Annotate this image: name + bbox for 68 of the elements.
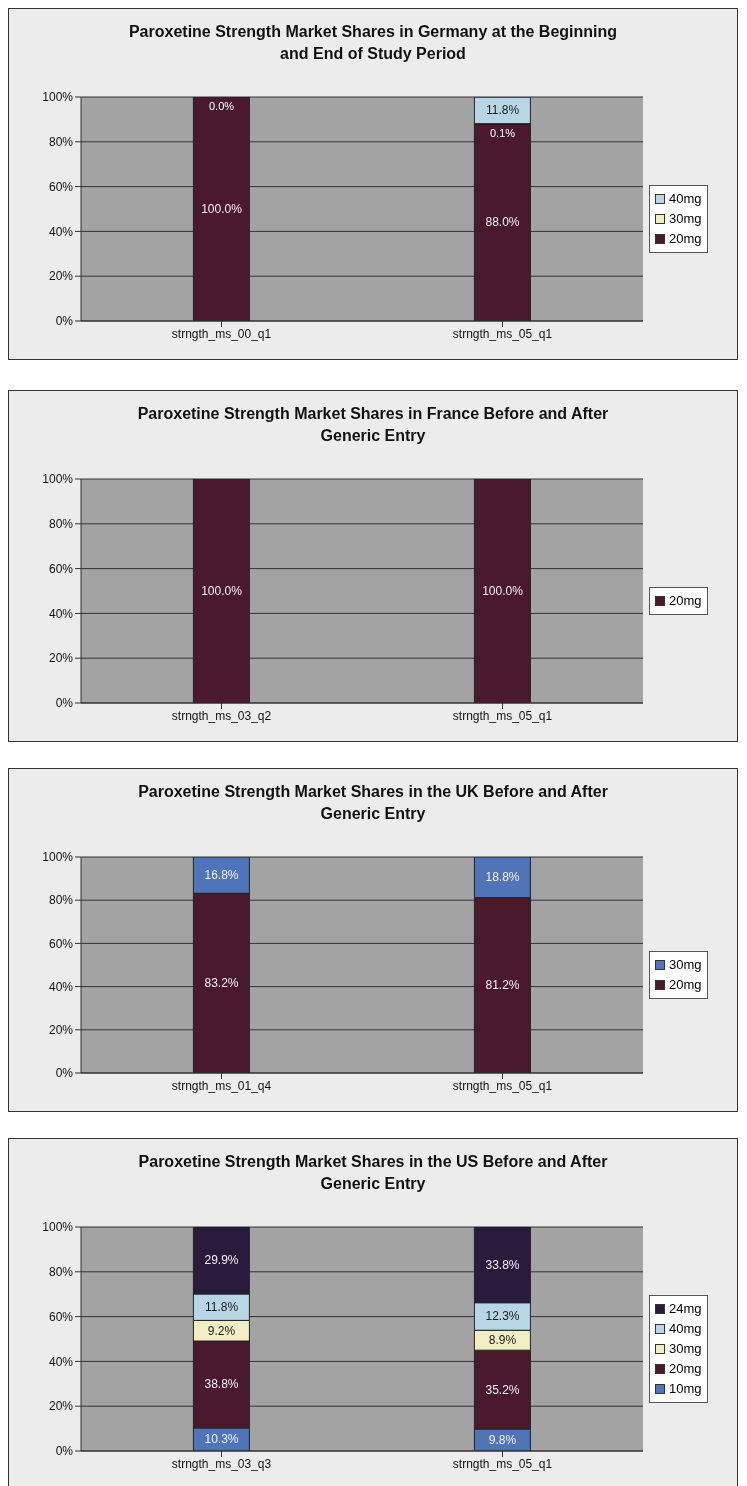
x-tick-label: strngth_ms_05_q1 [452,708,553,723]
x-tick-label: strngth_ms_05_q1 [452,326,553,341]
y-tick-label: 40% [48,1354,74,1369]
x-tick-label: strngth_ms_00_q1 [171,326,272,341]
chart-title: Paroxetine Strength Market Shares in the US Before and After Generic Entry [137,1152,609,1194]
y-tick-label: 100% [42,90,74,105]
data-label: 83.2% [204,976,239,991]
data-label: 11.8% [485,103,520,118]
y-tick-label: 0% [55,1066,74,1081]
data-label: 33.8% [485,1257,520,1272]
data-label: 18.8% [485,870,520,885]
chart-title: Paroxetine Strength Market Shares in the UK Before and After Generic Entry [137,782,609,824]
legend-label: 24mg [669,1300,702,1318]
x-tick-label: strngth_ms_05_q1 [452,1456,553,1471]
legend-label: 10mg [669,1380,702,1398]
data-label: 88.0% [485,215,520,230]
data-label: 81.2% [485,978,520,993]
legend-label: 40mg [669,1320,702,1338]
y-tick-label: 60% [48,179,74,194]
legend-label: 20mg [669,592,702,610]
data-label: 100.0% [201,584,243,598]
x-tick-label: strngth_ms_05_q1 [452,1078,553,1093]
data-label: 9.2% [207,1323,236,1338]
y-tick-label: 40% [48,224,74,239]
legend-label: 20mg [669,230,702,248]
legend-label: 30mg [669,210,702,228]
y-tick-label: 0% [55,1444,74,1459]
y-tick-label: 60% [48,936,74,951]
data-label: 100.0% [482,584,524,598]
y-tick-label: 40% [48,979,74,994]
y-tick-label: 100% [42,472,74,487]
x-tick-label: strngth_ms_03_q2 [171,708,272,723]
data-label: 12.3% [485,1309,520,1324]
y-tick-label: 100% [42,1220,74,1235]
y-tick-label: 60% [48,561,74,576]
data-label: 10.3% [204,1432,239,1447]
data-label: 11.8% [204,1300,239,1315]
y-tick-label: 0% [55,696,74,711]
y-tick-label: 20% [48,1023,74,1038]
data-label: 29.9% [204,1253,239,1268]
data-label: 16.8% [204,868,239,883]
data-label: 8.9% [488,1333,517,1348]
chart-title: Paroxetine Strength Market Shares in France Before and After Generic Entry [136,404,610,446]
y-tick-label: 20% [48,1399,74,1414]
y-tick-label: 80% [48,1265,74,1280]
chart-title: Paroxetine Strength Market Shares in Germany at the Beginning and End of Study Period [127,22,619,64]
data-label: 100.0% [201,202,243,216]
data-label: 9.8% [488,1433,517,1448]
x-tick-label: strngth_ms_01_q4 [171,1078,272,1093]
y-tick-label: 80% [48,135,74,150]
legend-label: 30mg [669,1340,702,1358]
legend-label: 40mg [669,190,702,208]
y-tick-label: 20% [48,651,74,666]
legend-label: 20mg [669,976,702,994]
y-tick-label: 60% [48,1309,74,1324]
data-label: 0.0% [208,100,235,112]
y-tick-label: 20% [48,269,74,284]
y-tick-label: 80% [48,517,74,532]
x-tick-label: strngth_ms_03_q3 [171,1456,272,1471]
legend-label: 20mg [669,1360,702,1378]
data-label: 35.2% [485,1382,520,1397]
y-tick-label: 80% [48,893,74,908]
y-tick-label: 0% [55,314,74,329]
data-label: 0.1% [489,126,516,139]
legend-label: 30mg [669,956,702,974]
y-tick-label: 100% [42,850,74,865]
data-label: 38.8% [204,1377,239,1392]
y-tick-label: 40% [48,606,74,621]
